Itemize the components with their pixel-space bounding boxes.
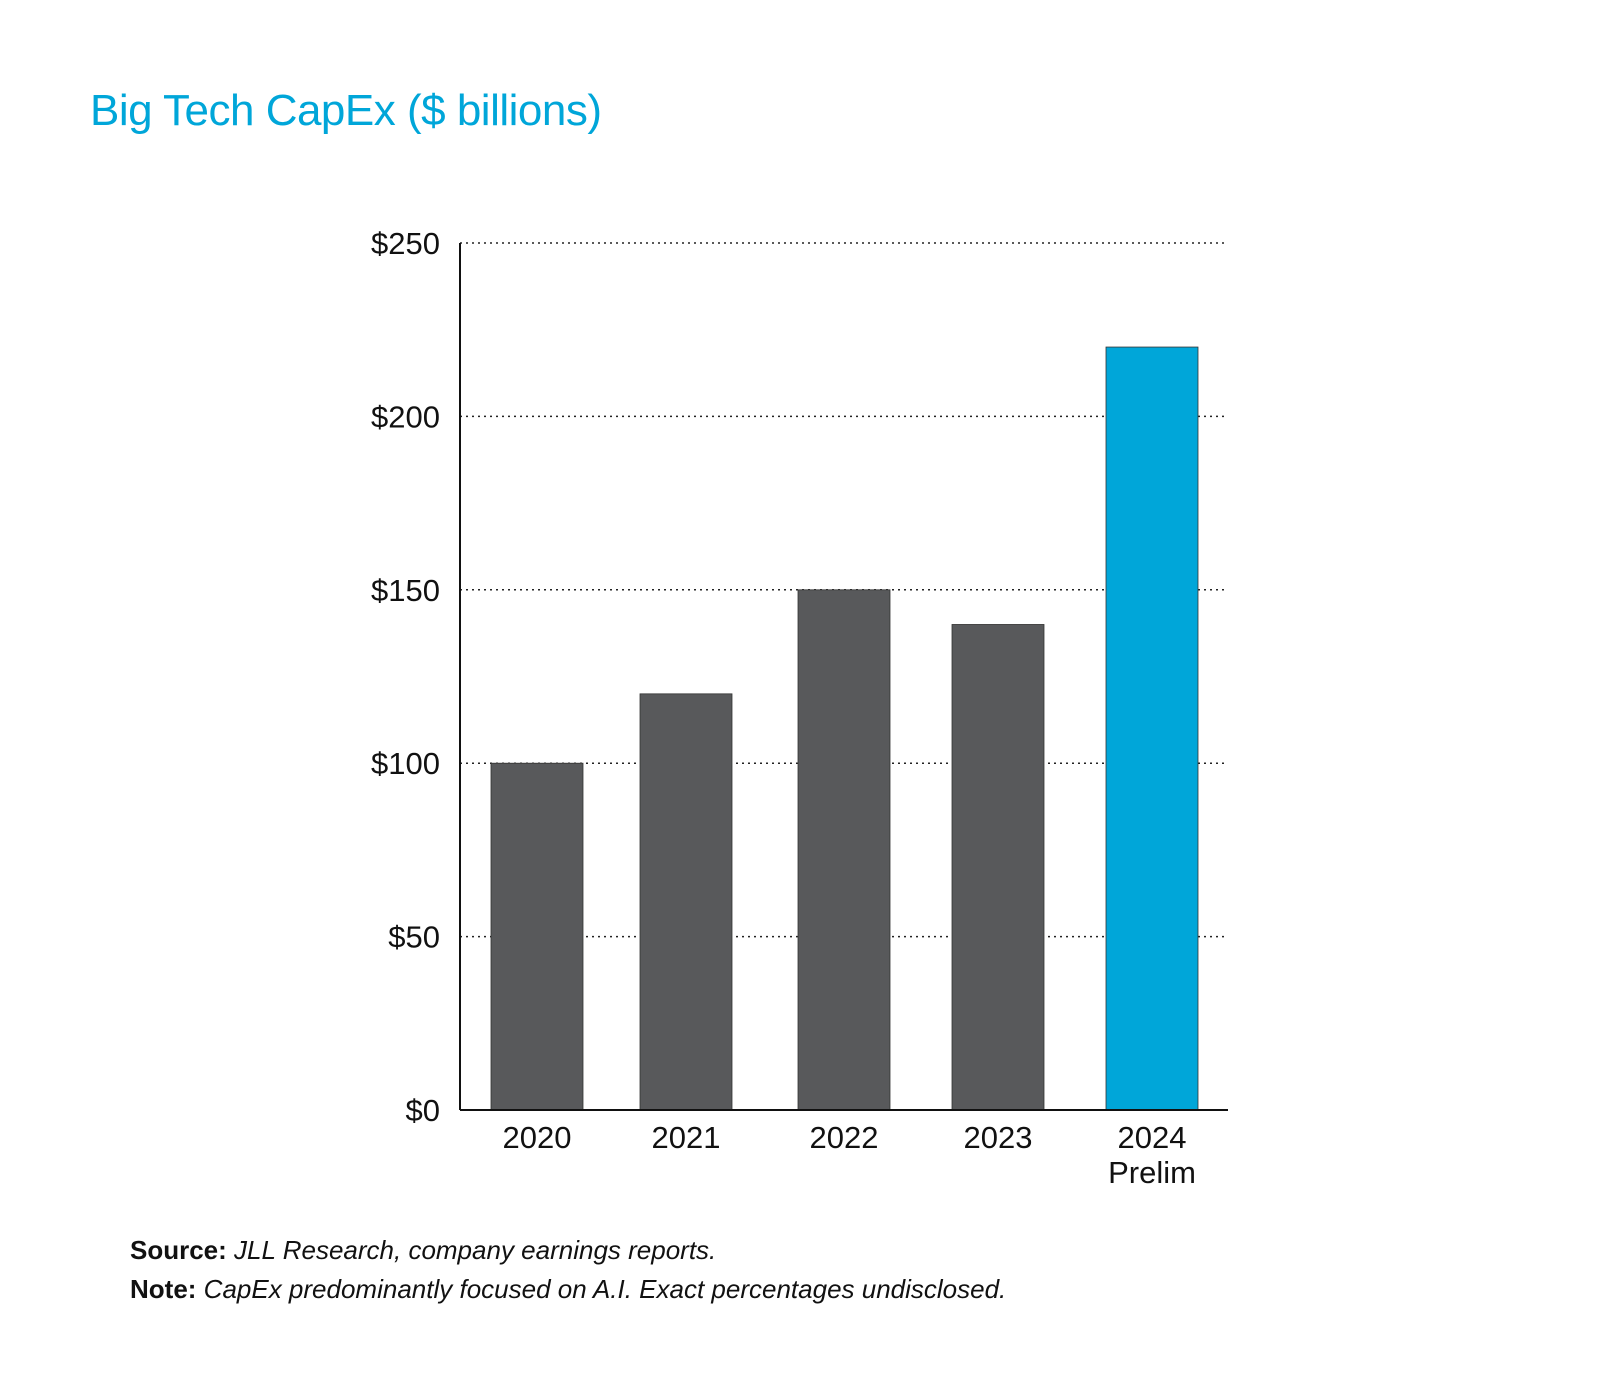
source-note: Source: JLL Research, company earnings r… bbox=[130, 1235, 716, 1266]
y-tick-label: $0 bbox=[406, 1093, 440, 1128]
source-text: JLL Research, company earnings reports. bbox=[234, 1235, 717, 1265]
chart-title: Big Tech CapEx ($ billions) bbox=[90, 86, 602, 135]
x-tick-label: 2022 bbox=[810, 1120, 879, 1155]
y-tick-label: $100 bbox=[371, 746, 440, 781]
y-tick-label: $250 bbox=[371, 226, 440, 261]
note-label: Note: bbox=[130, 1274, 197, 1304]
note-text: CapEx predominantly focused on A.I. Exac… bbox=[203, 1274, 1007, 1304]
x-tick-label: 2024 bbox=[1118, 1120, 1187, 1155]
x-tick-label: 2023 bbox=[964, 1120, 1033, 1155]
bar-2022 bbox=[797, 589, 891, 1111]
source-label: Source: bbox=[130, 1235, 227, 1265]
y-tick-label: $150 bbox=[371, 573, 440, 608]
x-tick-label: Prelim bbox=[1108, 1155, 1196, 1190]
bar-2021 bbox=[639, 693, 733, 1111]
note: Note: CapEx predominantly focused on A.I… bbox=[130, 1274, 1006, 1305]
y-tick-label: $50 bbox=[388, 920, 440, 955]
x-tick-label: 2021 bbox=[652, 1120, 721, 1155]
bar-2020 bbox=[490, 762, 584, 1111]
x-tick-label: 2020 bbox=[503, 1120, 572, 1155]
bar-2024 bbox=[1105, 346, 1199, 1111]
y-tick-label: $200 bbox=[371, 399, 440, 434]
bar-2023 bbox=[951, 624, 1045, 1111]
